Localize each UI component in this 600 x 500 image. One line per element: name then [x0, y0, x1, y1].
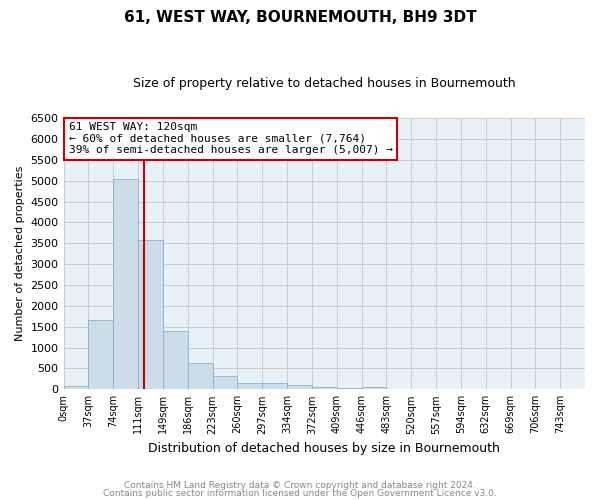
Bar	[238, 382, 262, 390]
Bar	[312, 387, 337, 390]
Bar	[88, 320, 113, 390]
Bar	[287, 385, 312, 390]
Y-axis label: Number of detached properties: Number of detached properties	[15, 166, 25, 342]
Bar	[64, 386, 88, 390]
Bar	[113, 178, 138, 390]
Text: Contains public sector information licensed under the Open Government Licence v3: Contains public sector information licen…	[103, 488, 497, 498]
Bar	[362, 386, 386, 390]
Bar	[262, 383, 287, 390]
Text: 61, WEST WAY, BOURNEMOUTH, BH9 3DT: 61, WEST WAY, BOURNEMOUTH, BH9 3DT	[124, 10, 476, 25]
Bar	[138, 240, 163, 390]
Bar	[163, 331, 188, 390]
Bar	[188, 364, 212, 390]
Text: Contains HM Land Registry data © Crown copyright and database right 2024.: Contains HM Land Registry data © Crown c…	[124, 481, 476, 490]
X-axis label: Distribution of detached houses by size in Bournemouth: Distribution of detached houses by size …	[148, 442, 500, 455]
Title: Size of property relative to detached houses in Bournemouth: Size of property relative to detached ho…	[133, 78, 515, 90]
Bar	[212, 376, 238, 390]
Text: 61 WEST WAY: 120sqm
← 60% of detached houses are smaller (7,764)
39% of semi-det: 61 WEST WAY: 120sqm ← 60% of detached ho…	[69, 122, 393, 156]
Bar	[337, 388, 362, 390]
